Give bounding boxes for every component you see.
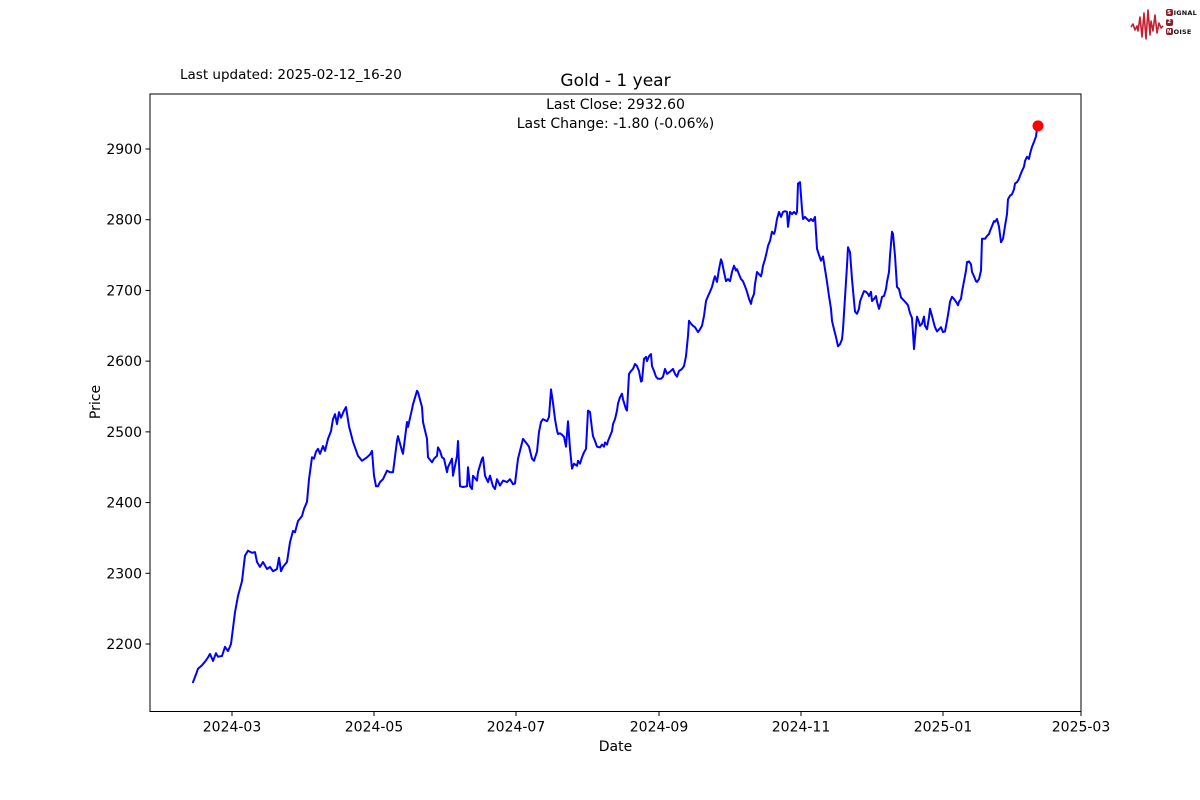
x-axis-label: Date [598, 739, 633, 755]
last-change-line: Last Change: -1.80 (-0.06%) [516, 116, 715, 132]
y-axis-label: Price [88, 384, 104, 420]
x-tick-label: 2024-03 [203, 720, 262, 736]
logo-row-signal: S IGNAL [1165, 8, 1197, 17]
y-tick-label: 2900 [106, 142, 142, 158]
y-tick-label: 2300 [106, 566, 142, 582]
x-tick-label: 2024-07 [487, 720, 546, 736]
x-tick-label: 2025-03 [1052, 720, 1111, 736]
logo-wordmark: S IGNAL 2 N OISE [1165, 5, 1197, 36]
y-tick-label: 2200 [106, 637, 142, 653]
logo-text-ignal: IGNAL [1173, 8, 1197, 17]
price-line [192, 124, 1039, 684]
plot-border [149, 93, 1082, 712]
y-tick-label: 2700 [106, 283, 142, 299]
logo-row-noise: N OISE [1165, 27, 1197, 36]
logo-letter-n: N [1165, 28, 1173, 35]
last-close-line: Last Close: 2932.60 [546, 97, 685, 113]
x-tick-label: 2024-05 [345, 720, 404, 736]
ekg-waveform-icon [1129, 9, 1164, 40]
y-tick-label: 2500 [106, 425, 142, 441]
y-tick-label: 2600 [106, 354, 142, 370]
chart-title: Gold - 1 year [560, 71, 671, 91]
y-tick-label: 2800 [106, 213, 142, 229]
x-tick-label: 2025-01 [914, 720, 973, 736]
x-tick-label: 2024-11 [772, 720, 831, 736]
logo-letter-2: 2 [1165, 18, 1173, 26]
signal2noise-logo: S IGNAL 2 N OISE [1129, 5, 1197, 43]
logo-letter-s: S [1165, 9, 1173, 16]
last-close-marker [1032, 120, 1044, 132]
logo-text-oise: OISE [1173, 27, 1192, 36]
last-updated-caption: Last updated: 2025-02-12_16-20 [180, 67, 402, 83]
logo-row-2: 2 [1165, 18, 1197, 26]
x-tick-label: 2024-09 [630, 720, 689, 736]
last-close-annotation: Last Close: 2932.60 Last Change: -1.80 (… [150, 96, 1081, 134]
y-tick-label: 2400 [106, 496, 142, 512]
